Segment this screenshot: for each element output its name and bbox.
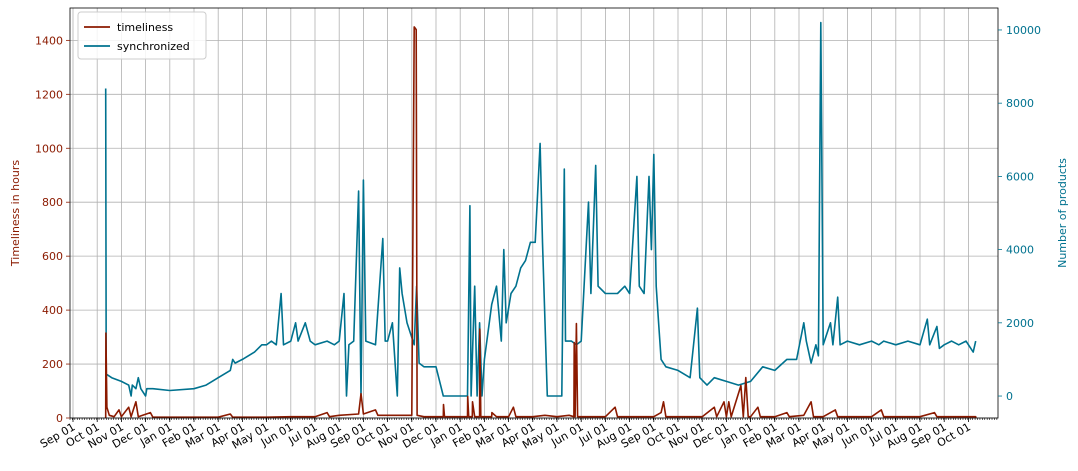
y-left-tick-label: 600 bbox=[42, 250, 63, 263]
y-axis-left: 0 200 400 600 800 1000 1200 1400 bbox=[35, 34, 70, 425]
y-right-tick-label: 2000 bbox=[1006, 317, 1034, 330]
y-left-tick-label: 1200 bbox=[35, 88, 63, 101]
legend-box bbox=[77, 11, 207, 60]
series-line-timeliness bbox=[104, 26, 977, 419]
legend-label-timeliness: timeliness bbox=[117, 21, 173, 34]
y-right-tick-label: 4000 bbox=[1006, 244, 1034, 257]
legend: timeliness synchronized bbox=[77, 11, 207, 60]
y-left-tick-label: 0 bbox=[56, 412, 63, 425]
y-right-tick-label: 6000 bbox=[1006, 170, 1034, 183]
legend-label-synchronized: synchronized bbox=[117, 40, 190, 53]
series-line-synchronized bbox=[104, 21, 977, 397]
series-layer bbox=[104, 21, 977, 419]
y-right-tick-label: 10000 bbox=[1006, 24, 1041, 37]
y-left-tick-label: 400 bbox=[42, 304, 63, 317]
y-left-tick-label: 800 bbox=[42, 196, 63, 209]
y-left-tick-label: 1400 bbox=[35, 34, 63, 47]
y-axis-right: 0 2000 4000 6000 8000 10000 bbox=[998, 24, 1041, 403]
y-right-tick-label: 0 bbox=[1006, 390, 1013, 403]
y-right-tick-label: 8000 bbox=[1006, 97, 1034, 110]
y-left-tick-label: 1000 bbox=[35, 142, 63, 155]
y-left-tick-label: 200 bbox=[42, 358, 63, 371]
grid bbox=[70, 8, 998, 419]
y-axis-right-title: Number of products bbox=[1056, 158, 1069, 268]
y-axis-left-title: Timeliness in hours bbox=[9, 160, 22, 267]
plot-frame bbox=[69, 7, 999, 419]
